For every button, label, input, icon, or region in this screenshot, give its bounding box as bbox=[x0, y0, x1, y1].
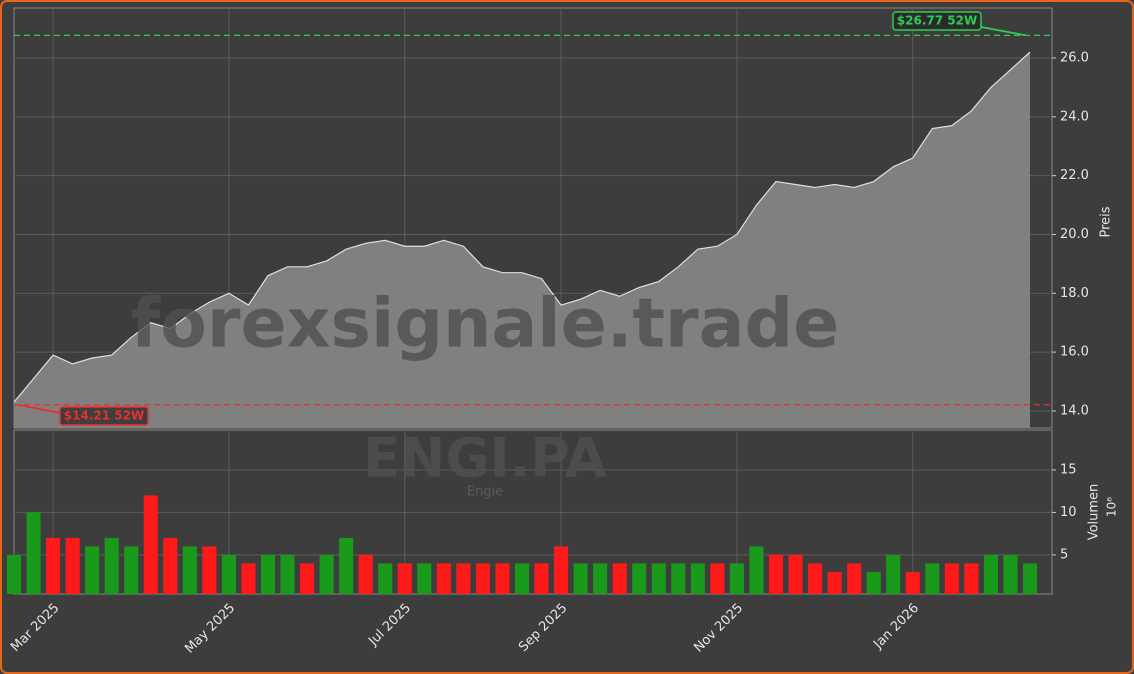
volume-bar bbox=[104, 537, 119, 594]
y-tick-label: 15 bbox=[1060, 462, 1077, 477]
volume-bar bbox=[554, 546, 569, 594]
volume-bar bbox=[397, 563, 412, 594]
volume-axis-label: Volumen bbox=[1087, 484, 1102, 541]
volume-bar bbox=[202, 546, 217, 594]
watermark: forexsignale.trade bbox=[131, 285, 840, 364]
y-axis-label: Preis bbox=[1099, 206, 1114, 237]
name-watermark: Engie bbox=[467, 485, 503, 500]
volume-bar bbox=[905, 571, 920, 594]
ticker-watermark: ENGI.PA bbox=[363, 427, 607, 490]
volume-bar bbox=[46, 537, 61, 594]
low-arrow bbox=[17, 403, 61, 414]
volume-bar bbox=[827, 571, 842, 594]
volume-bar bbox=[182, 546, 197, 594]
volume-bar bbox=[573, 563, 588, 594]
volume-bar bbox=[280, 554, 295, 594]
volume-bar bbox=[886, 554, 901, 594]
volume-bar bbox=[319, 554, 334, 594]
volume-bar bbox=[124, 546, 139, 594]
volume-bar bbox=[456, 563, 471, 594]
volume-bar bbox=[671, 563, 686, 594]
high-label: $26.77 52W bbox=[897, 14, 977, 28]
volume-bar bbox=[983, 554, 998, 594]
volume-bar bbox=[65, 537, 80, 594]
volume-bar bbox=[1003, 554, 1018, 594]
volume-bar bbox=[221, 554, 236, 594]
volume-bar bbox=[260, 554, 276, 594]
volume-bar bbox=[1022, 563, 1038, 594]
volume-bar bbox=[358, 554, 373, 594]
y-tick-label: 24.0 bbox=[1060, 109, 1089, 124]
volume-bar bbox=[417, 563, 432, 594]
volume-bar bbox=[847, 563, 862, 594]
low-box bbox=[59, 406, 149, 426]
y-tick-label: 18.0 bbox=[1060, 286, 1089, 301]
high-arrow bbox=[980, 26, 1027, 37]
volume-bar bbox=[729, 563, 744, 594]
y-tick-label: 5 bbox=[1060, 547, 1068, 562]
high-box bbox=[892, 11, 982, 31]
volume-bar bbox=[964, 563, 979, 594]
volume-bar bbox=[241, 563, 256, 594]
low-label: $14.21 52W bbox=[64, 409, 144, 423]
y-tick-label: 16.0 bbox=[1060, 345, 1089, 360]
volume-bar bbox=[788, 554, 803, 594]
y-tick-label: 22.0 bbox=[1060, 168, 1089, 183]
volume-bar bbox=[866, 571, 881, 594]
volume-bar bbox=[925, 563, 940, 594]
volume-bar bbox=[710, 563, 725, 594]
price-area bbox=[14, 52, 1030, 428]
volume-bar bbox=[475, 563, 490, 594]
volume-bar bbox=[808, 563, 823, 594]
volume-bar bbox=[534, 563, 549, 594]
volume-bar bbox=[339, 537, 354, 594]
volume-bar bbox=[593, 563, 608, 594]
price-line bbox=[13, 51, 1031, 403]
volume-bar bbox=[436, 563, 451, 594]
volume-scale-label: 10⁶ bbox=[1105, 497, 1119, 517]
volume-bar bbox=[6, 554, 22, 594]
volume-bar bbox=[768, 554, 784, 594]
y-tick-label: 10 bbox=[1060, 505, 1077, 520]
volume-bar bbox=[690, 563, 705, 594]
y-tick-label: 26.0 bbox=[1060, 51, 1089, 66]
volume-bar bbox=[26, 512, 41, 594]
volume-bar bbox=[378, 563, 393, 594]
y-tick-label: 20.0 bbox=[1060, 227, 1089, 242]
volume-bar bbox=[749, 546, 764, 594]
volume-bar bbox=[163, 537, 178, 594]
volume-bar bbox=[143, 495, 158, 594]
volume-bar bbox=[514, 563, 530, 594]
volume-bar bbox=[300, 563, 315, 594]
volume-bar bbox=[944, 563, 959, 594]
volume-bar bbox=[495, 563, 510, 594]
volume-bar bbox=[632, 563, 647, 594]
volume-bar bbox=[651, 563, 666, 594]
volume-bar bbox=[612, 563, 627, 594]
y-tick-label: 14.0 bbox=[1060, 403, 1089, 418]
volume-bar bbox=[85, 546, 100, 594]
